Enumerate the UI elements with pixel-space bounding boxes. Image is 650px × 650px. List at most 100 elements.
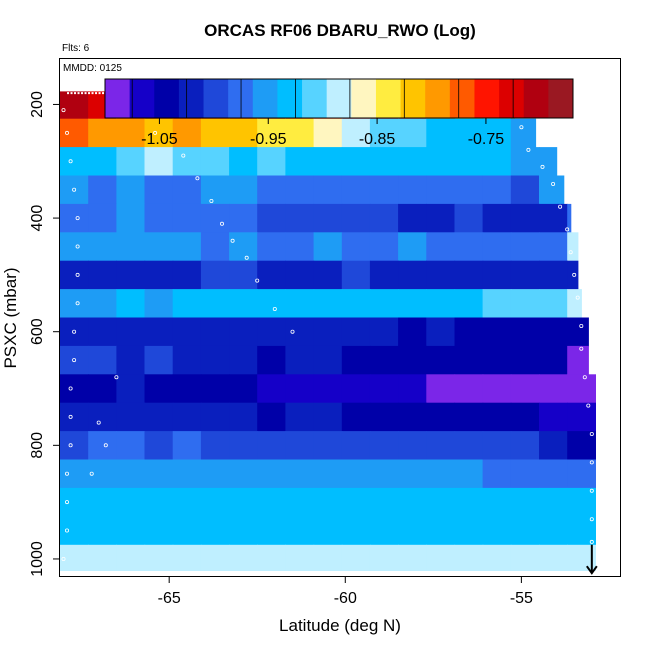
heatmap-cell [257, 374, 286, 404]
heatmap-cell [398, 289, 427, 319]
heatmap-cell [257, 544, 286, 571]
heatmap-cell [539, 516, 568, 546]
heatmap-cell [257, 289, 286, 319]
heatmap-cell [398, 232, 427, 262]
heatmap-cell [257, 260, 286, 290]
flight-track-point [89, 471, 94, 476]
flight-track-point [96, 420, 101, 425]
heatmap-cell [482, 431, 512, 461]
heatmap-cell [200, 260, 230, 290]
flight-track-point [244, 255, 249, 260]
heatmap-cell [510, 260, 540, 290]
heatmap-cell [229, 459, 258, 489]
heatmap-cell [257, 147, 286, 177]
heatmap-cell [285, 544, 315, 571]
heatmap-cell [60, 374, 89, 404]
heatmap-cell [172, 232, 202, 262]
heatmap-cell [200, 459, 230, 489]
heatmap-cell [510, 175, 540, 205]
heatmap-cell [88, 232, 117, 262]
heatmap-cell [341, 431, 371, 461]
heatmap-cell [200, 118, 230, 148]
flight-track-point [255, 278, 260, 283]
heatmap-cell [88, 118, 117, 148]
heatmap-cell [398, 260, 427, 290]
heatmap-cell [257, 402, 286, 432]
heatmap-cell [369, 317, 399, 347]
flight-track-point [589, 539, 594, 544]
colorbar-swatch [523, 79, 549, 118]
heatmap-cell [88, 203, 117, 233]
heatmap-cell [172, 175, 202, 205]
heatmap-cell [116, 175, 146, 205]
heatmap-cell [454, 175, 484, 205]
heatmap-cell [454, 317, 484, 347]
heatmap-cell [510, 459, 540, 489]
heatmap-cell [88, 544, 117, 571]
heatmap-cell [60, 175, 89, 205]
heatmap-cell [285, 260, 315, 290]
y-axis-label: PSXC (mbar) [1, 267, 20, 368]
heatmap-cell [510, 374, 540, 404]
flight-track-point [68, 443, 73, 448]
heatmap-cell [426, 232, 456, 262]
heatmap-cell [369, 345, 399, 375]
heatmap-cell [229, 487, 258, 517]
heatmap-cell [398, 345, 427, 375]
heatmap-cell [341, 459, 371, 489]
flight-track-point [586, 403, 591, 408]
heatmap-cell [426, 544, 456, 571]
heatmap-cell [539, 431, 568, 461]
flight-track-point [61, 108, 66, 113]
heatmap-cell [567, 487, 596, 517]
heatmap-cell [426, 374, 456, 404]
heatmap-cell [257, 459, 286, 489]
heatmap-cell [144, 118, 174, 148]
heatmap-cell [567, 232, 579, 262]
heatmap-cell [398, 118, 427, 148]
flight-track-point [572, 272, 577, 277]
heatmap-cell [510, 118, 537, 148]
heatmap-cell [341, 118, 371, 148]
heatmap-cell [454, 289, 484, 319]
heatmap-cell [285, 487, 315, 517]
colorbar-tick-label: -0.75 [468, 131, 505, 148]
heatmap-cell [172, 402, 202, 432]
heatmap-cell [539, 459, 568, 489]
heatmap-cell [200, 374, 230, 404]
flights-label: Flts: 6 [62, 43, 90, 54]
heatmap-cell [398, 459, 427, 489]
flight-track-point [75, 272, 80, 277]
colorbar-swatch [129, 79, 155, 118]
flight-track-point [568, 250, 573, 255]
heatmap-cell [539, 345, 568, 375]
flight-track-point [589, 431, 594, 436]
heatmap-cell [285, 289, 315, 319]
flight-track-point [589, 488, 594, 493]
heatmap-cell [510, 232, 540, 262]
heatmap-cell [482, 203, 512, 233]
heatmap-cell [88, 175, 117, 205]
heatmap-cell [229, 203, 258, 233]
heatmap-cell [369, 203, 399, 233]
heatmap-cell [369, 544, 399, 571]
heatmap-cell [313, 203, 343, 233]
colorbar-swatch [252, 79, 278, 118]
heatmap-cell [313, 374, 343, 404]
heatmap-cell [454, 232, 484, 262]
x-axis-label: Latitude (deg N) [279, 616, 401, 635]
heatmap-cell [426, 431, 456, 461]
heatmap-cell [510, 317, 540, 347]
heatmap-cell [398, 175, 427, 205]
heatmap-cell [510, 289, 540, 319]
heatmap-cell [454, 516, 484, 546]
heatmap-cell [60, 203, 89, 233]
heatmap-cell [172, 147, 202, 177]
flight-track-point [103, 443, 108, 448]
flight-track-point [551, 181, 556, 186]
heatmap-cell [567, 203, 572, 233]
heatmap-cell [88, 374, 117, 404]
colorbar-swatch [105, 79, 131, 118]
flight-track-point [579, 323, 584, 328]
heatmap-cell [539, 232, 568, 262]
